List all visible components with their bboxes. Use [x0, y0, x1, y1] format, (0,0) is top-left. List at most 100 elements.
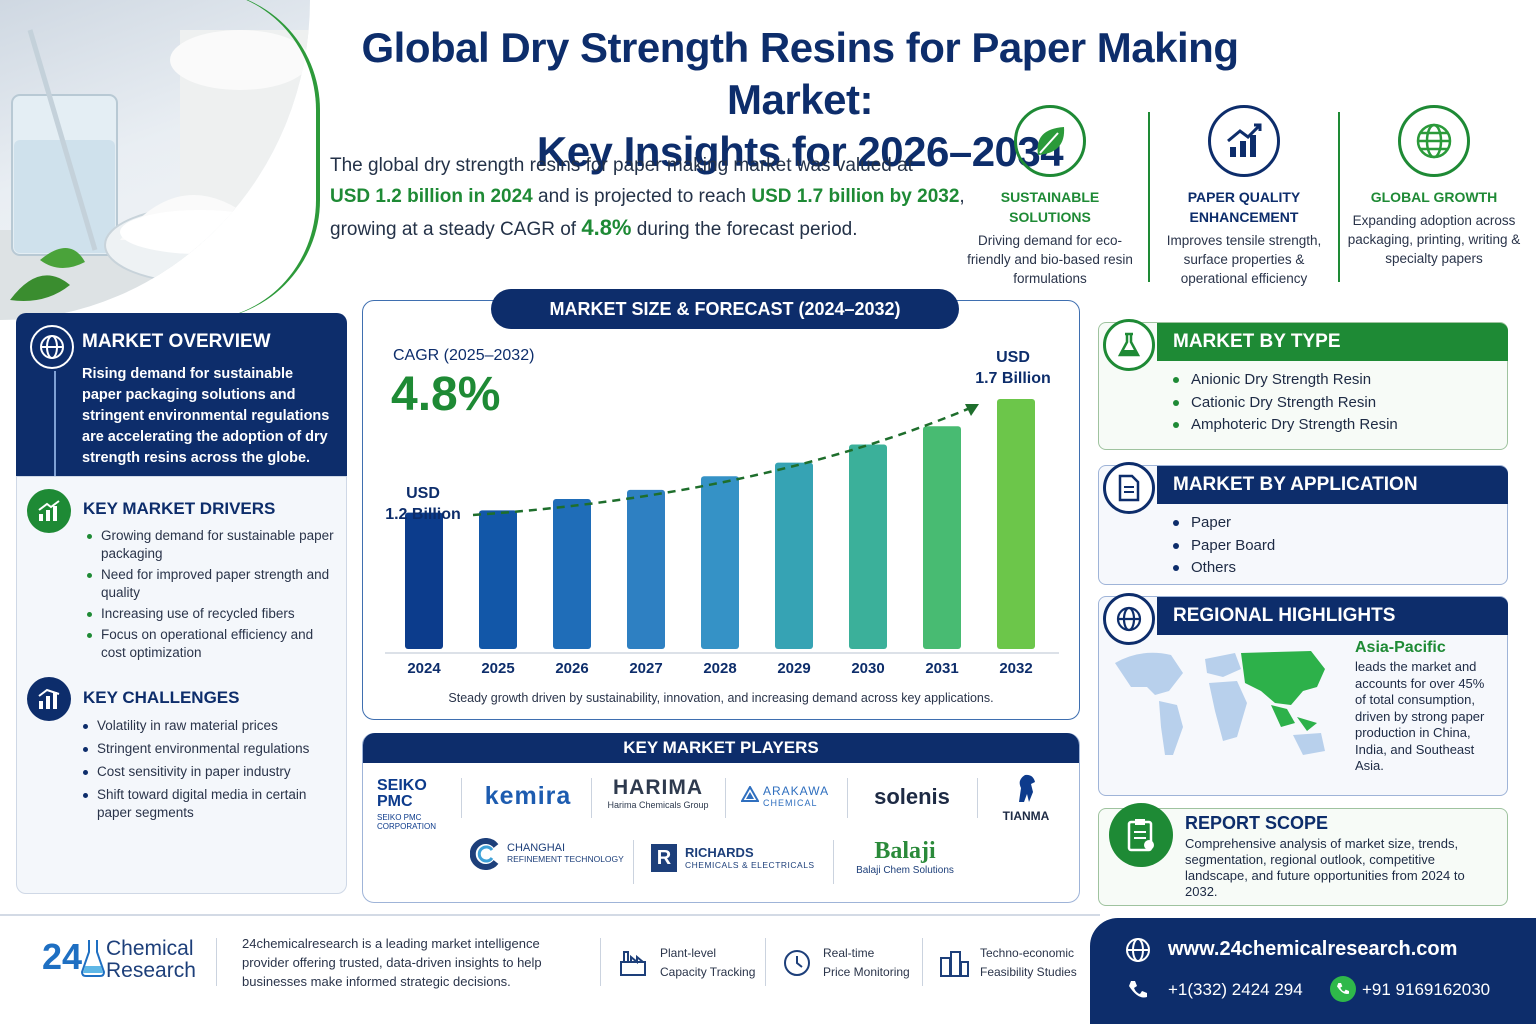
service-text: Price Monitoring	[823, 965, 910, 979]
service-text: Feasibility Studies	[980, 965, 1077, 979]
type-list: Anionic Dry Strength Resin Cationic Dry …	[1171, 369, 1398, 437]
tianma-horse-icon	[1019, 774, 1035, 802]
start-value-label: USD 1.2 Billion	[373, 483, 473, 525]
x-tick-label: 2029	[777, 660, 810, 677]
start-label-line: USD	[406, 485, 440, 502]
bar-2025	[479, 510, 517, 649]
logo-text: HARIMA	[613, 776, 703, 799]
divider	[725, 778, 726, 818]
logo-harima: HARIMA Harima Chemicals Group	[599, 776, 717, 810]
forecast-chart-panel: MARKET SIZE & FORECAST (2024–2032) CAGR …	[362, 289, 1080, 720]
intro-paragraph: The global dry strength resins for paper…	[330, 150, 970, 245]
phone-number-in[interactable]: +91 9169162030	[1362, 980, 1491, 999]
intro-text-5: during the forecast period.	[631, 219, 858, 240]
hero-green-arc	[200, 0, 320, 320]
list-item: Shift toward digital media in certain pa…	[81, 786, 341, 822]
scope-title: REPORT SCOPE	[1185, 813, 1329, 833]
overview-accent-line	[54, 371, 56, 476]
service-feasibility: Techno-economic Feasibility Studies	[980, 944, 1077, 982]
logo-text: CHANGHAI	[507, 842, 566, 854]
x-tick-label: 2031	[925, 660, 958, 677]
list-item: Paper	[1171, 512, 1275, 535]
phone-icon	[1126, 978, 1150, 1007]
divider	[591, 778, 592, 818]
logo-text: Balaji	[874, 838, 936, 864]
end-value-label: USD 1.7 Billion	[963, 347, 1063, 389]
logo-seiko-pmc: SEIKO PMC SEIKO PMC CORPORATION	[377, 778, 436, 832]
feature-global: GLOBAL GROWTH Expanding adoption across …	[1344, 105, 1524, 268]
market-overview-panel: MARKET OVERVIEW Rising demand for sustai…	[16, 313, 347, 485]
intro-cagr: 4.8%	[581, 215, 632, 240]
x-tick-label: 2026	[555, 660, 588, 677]
flask-icon	[80, 940, 106, 977]
end-label-line: USD	[996, 349, 1030, 366]
drivers-challenges-panel: KEY MARKET DRIVERS Growing demand for su…	[16, 476, 347, 894]
service-text: Plant-level	[660, 946, 717, 960]
chart-caption: Steady growth driven by sustainability, …	[448, 691, 994, 705]
report-scope-panel: REPORT SCOPE Comprehensive analysis of m…	[1098, 803, 1508, 906]
end-label-line: 1.7 Billion	[975, 370, 1051, 387]
challenge-chart-icon	[27, 677, 71, 721]
x-tick-label: 2032	[999, 660, 1032, 677]
x-tick-label: 2028	[703, 660, 736, 677]
region-text: leads the market and accounts for over 4…	[1355, 659, 1485, 773]
overview-text: Rising demand for sustainable paper pack…	[82, 366, 330, 466]
logo-text: Harima Chemicals Group	[607, 800, 709, 810]
challenges-title: KEY CHALLENGES	[83, 688, 240, 707]
feature-quality: PAPER QUALITY ENHANCEMENT Improves tensi…	[1154, 105, 1334, 288]
logo-text: REFINEMENT TECHNOLOGY	[507, 854, 624, 864]
plant-icon	[618, 948, 648, 983]
page-title: Global Dry Strength Resins for Paper Mak…	[310, 22, 1290, 178]
list-item: Paper Board	[1171, 535, 1275, 558]
company-about: 24chemicalresearch is a leading market i…	[242, 936, 542, 989]
logo-text: CHEMICAL	[763, 798, 818, 808]
changhai-c-icon	[469, 838, 503, 875]
flask-icon	[1103, 319, 1155, 371]
list-item: Growing demand for sustainable paper pac…	[85, 527, 335, 563]
feature-sustainable: SUSTAINABLE SOLUTIONS Driving demand for…	[960, 105, 1140, 288]
brand-text: Research	[106, 959, 196, 982]
leaf-icon	[1014, 105, 1086, 177]
globe-icon	[1103, 593, 1155, 645]
application-title: MARKET BY APPLICATION	[1157, 466, 1508, 504]
list-item: Stringent environmental regulations	[81, 740, 341, 758]
globe-icon	[1398, 105, 1470, 177]
contact-panel: www.24chemicalresearch.com +1(332) 2424 …	[1090, 918, 1536, 1024]
world-map	[1115, 651, 1325, 755]
feature-title: GLOBAL GROWTH	[1370, 189, 1498, 205]
logo-kemira: kemira	[484, 782, 572, 810]
trend-arrowhead	[965, 404, 979, 416]
phone-number-us[interactable]: +1(332) 2424 294	[1168, 980, 1303, 999]
brand-text: Chemical	[106, 937, 194, 960]
logo-richards: RICHARDS CHEMICALS & ELECTRICALS	[685, 845, 825, 870]
scope-text: Comprehensive analysis of market size, t…	[1185, 836, 1465, 899]
list-item: Cationic Dry Strength Resin	[1171, 392, 1398, 415]
bar-2032	[997, 399, 1035, 649]
divider	[977, 778, 978, 818]
bar-2026	[553, 499, 591, 649]
type-title: MARKET BY TYPE	[1157, 323, 1508, 361]
title-line-1: Global Dry Strength Resins for Paper Mak…	[361, 24, 1239, 123]
logo-text: CORPORATION	[377, 822, 436, 831]
feature-title: PAPER QUALITY ENHANCEMENT	[1187, 189, 1301, 225]
intro-value-2024: USD 1.2 billion in 2024	[330, 186, 533, 207]
feature-text: Expanding adoption across packaging, pri…	[1347, 213, 1521, 266]
intro-text-3: ,	[959, 186, 965, 207]
growth-chart-icon	[1208, 105, 1280, 177]
logo-text: SEIKO PMC	[377, 813, 422, 822]
logo-text: RICHARDS	[685, 845, 754, 860]
globe-icon	[30, 325, 74, 369]
website-link[interactable]: www.24chemicalresearch.com	[1168, 938, 1458, 960]
service-price: Real-time Price Monitoring	[823, 944, 910, 982]
logo-text: CHEMICALS & ELECTRICALS	[685, 860, 815, 870]
logo-balaji: Balaji Balaji Chem Solutions	[845, 838, 965, 876]
cagr-value: 4.8%	[391, 368, 501, 421]
feature-text: Improves tensile strength, surface prope…	[1166, 233, 1322, 286]
list-item: Others	[1171, 557, 1275, 580]
list-item: Amphoteric Dry Strength Resin	[1171, 414, 1398, 437]
x-tick-label: 2027	[629, 660, 662, 677]
list-item: Focus on operational efficiency and cost…	[85, 626, 335, 662]
divider	[833, 840, 834, 884]
service-text: Capacity Tracking	[660, 965, 756, 979]
